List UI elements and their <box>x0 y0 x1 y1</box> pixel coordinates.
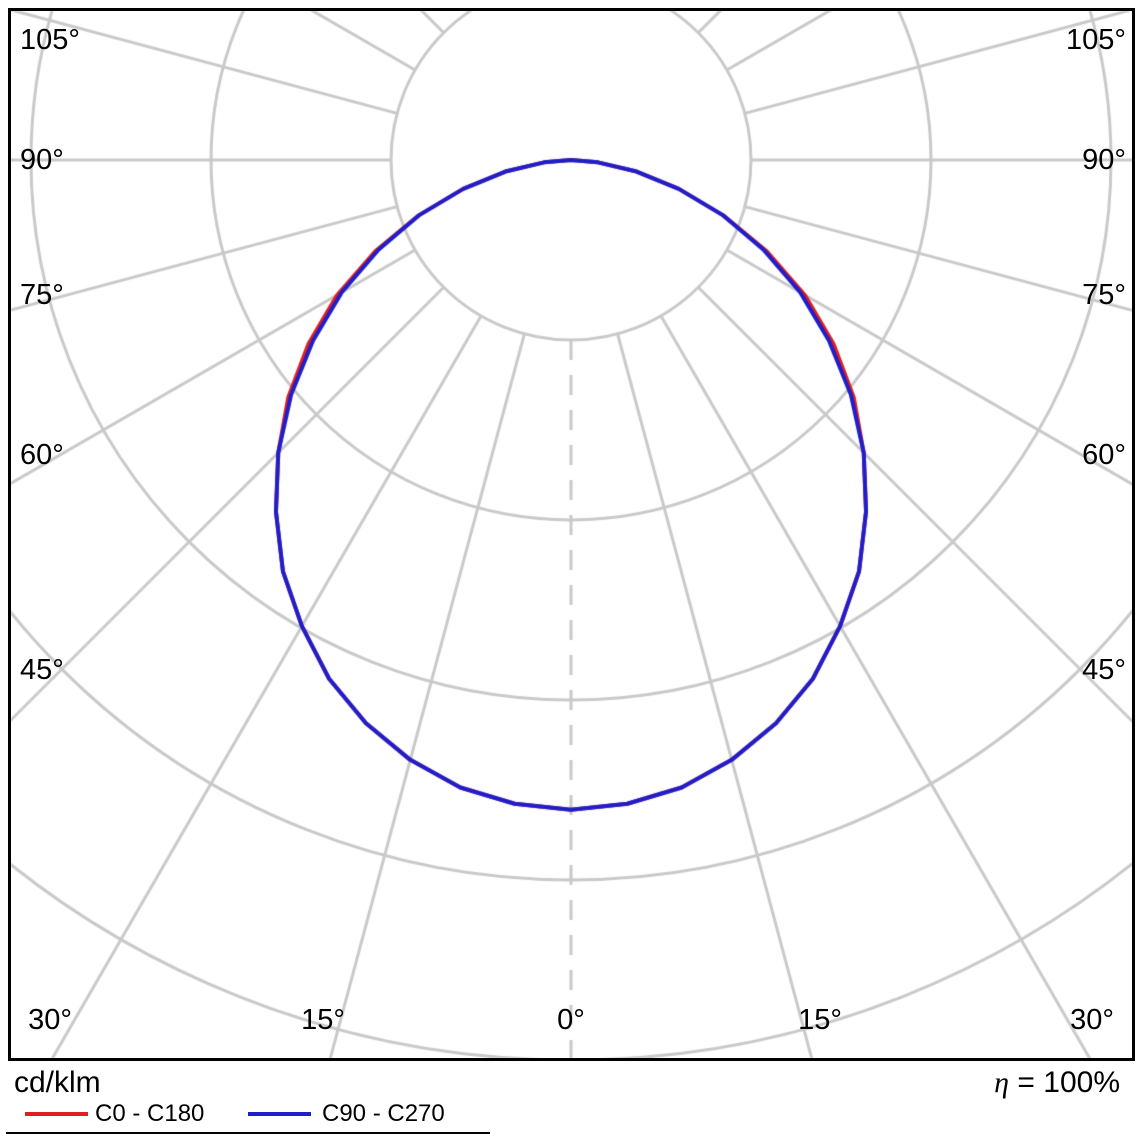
eta-symbol: η <box>994 1066 1010 1099</box>
angle-tick-label: 30° <box>1070 1004 1114 1036</box>
angle-tick-label: 90° <box>1082 144 1126 176</box>
eta-value: = 100% <box>1017 1066 1120 1099</box>
angle-tick-label: 15° <box>798 1004 842 1036</box>
angle-tick-label: 15° <box>301 1004 345 1036</box>
footer-divider <box>6 1132 490 1134</box>
angle-tick-label: 75° <box>1082 279 1126 311</box>
angle-tick-label: 30° <box>28 1004 72 1036</box>
series-c0-c180-swatch <box>25 1112 88 1116</box>
series-c90-c270-label: C90 - C270 <box>322 1100 445 1127</box>
angle-tick-label: 105° <box>1066 24 1126 56</box>
angle-tick-label: 105° <box>20 24 80 56</box>
angle-tick-label: 45° <box>1082 654 1126 686</box>
angle-tick-label: 60° <box>1082 439 1126 471</box>
angle-tick-label: 60° <box>20 439 64 471</box>
angle-tick-label: 45° <box>20 654 64 686</box>
units-label: cd/klm <box>14 1066 101 1099</box>
plot-frame-border <box>8 8 1135 1061</box>
series-c90-c270-swatch <box>248 1112 311 1116</box>
series-c0-c180-label: C0 - C180 <box>95 1100 205 1127</box>
angle-tick-label: 0° <box>557 1004 585 1036</box>
angle-tick-label: 90° <box>20 144 64 176</box>
angle-tick-label: 75° <box>20 279 64 311</box>
efficiency-label: η = 100% <box>994 1066 1120 1100</box>
